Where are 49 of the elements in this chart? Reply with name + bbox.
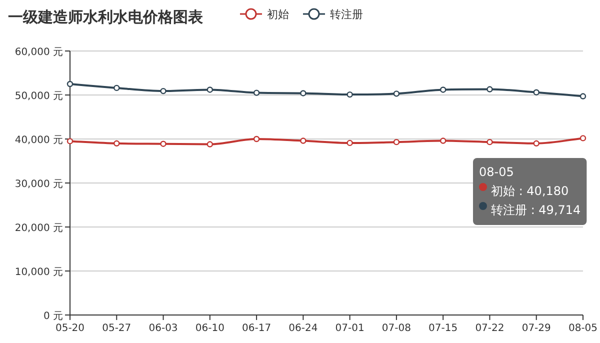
point: [393, 138, 400, 146]
point: [300, 90, 306, 96]
point: [66, 138, 74, 144]
y-tick-label: 40,000 元: [14, 135, 63, 146]
point: [300, 138, 306, 144]
point: [160, 140, 166, 147]
point: [533, 140, 540, 146]
x-tick-label: 06-10: [195, 323, 224, 334]
x-tick-label: 06-24: [288, 323, 318, 334]
point: [580, 93, 586, 100]
legend-label: 转注册: [330, 8, 363, 21]
point: [253, 136, 260, 142]
annotation: 初始 : 40,180: [491, 184, 569, 198]
annotation: 08-05: [479, 165, 514, 179]
x-tick-label: 07-22: [475, 323, 504, 334]
y-tick-label: 0 元: [43, 311, 63, 322]
point: [580, 135, 586, 142]
y-tick-label: 20,000 元: [14, 223, 63, 234]
x-tick-label: 06-03: [148, 323, 178, 334]
x-tick-label: 06-17: [242, 323, 272, 334]
x-tick-label: 05-20: [55, 323, 85, 334]
y-tick-label: 60,000 元: [14, 47, 63, 58]
point: [206, 86, 214, 93]
point: [160, 88, 166, 94]
point: [486, 138, 493, 146]
point: [346, 140, 353, 146]
legend-label: 初始: [267, 8, 289, 21]
x-tick-label: 07-15: [428, 323, 458, 334]
point: [393, 90, 400, 97]
point: [114, 84, 120, 92]
chart-title: 一级建造师水利水电价格图表: [8, 8, 204, 26]
point: [206, 141, 214, 148]
y-tick-label: 50,000 元: [14, 91, 63, 102]
point: [114, 140, 120, 146]
x-tick-label: 07-08: [382, 323, 411, 334]
point: [253, 90, 260, 96]
annotation: 转注册 : 49,714: [491, 203, 581, 217]
x-tick-label: 08-05: [568, 323, 598, 334]
x-tick-label: 05-27: [102, 323, 132, 334]
point: [486, 86, 493, 92]
point: [66, 80, 74, 88]
point: [533, 89, 540, 96]
point: [346, 91, 353, 98]
x-tick-label: 07-01: [335, 323, 364, 334]
x-tick-label: 07-29: [522, 323, 551, 334]
y-tick-label: 10,000 元: [14, 267, 63, 278]
point: [440, 138, 446, 144]
point: [440, 86, 446, 93]
y-tick-label: 30,000 元: [14, 179, 63, 190]
